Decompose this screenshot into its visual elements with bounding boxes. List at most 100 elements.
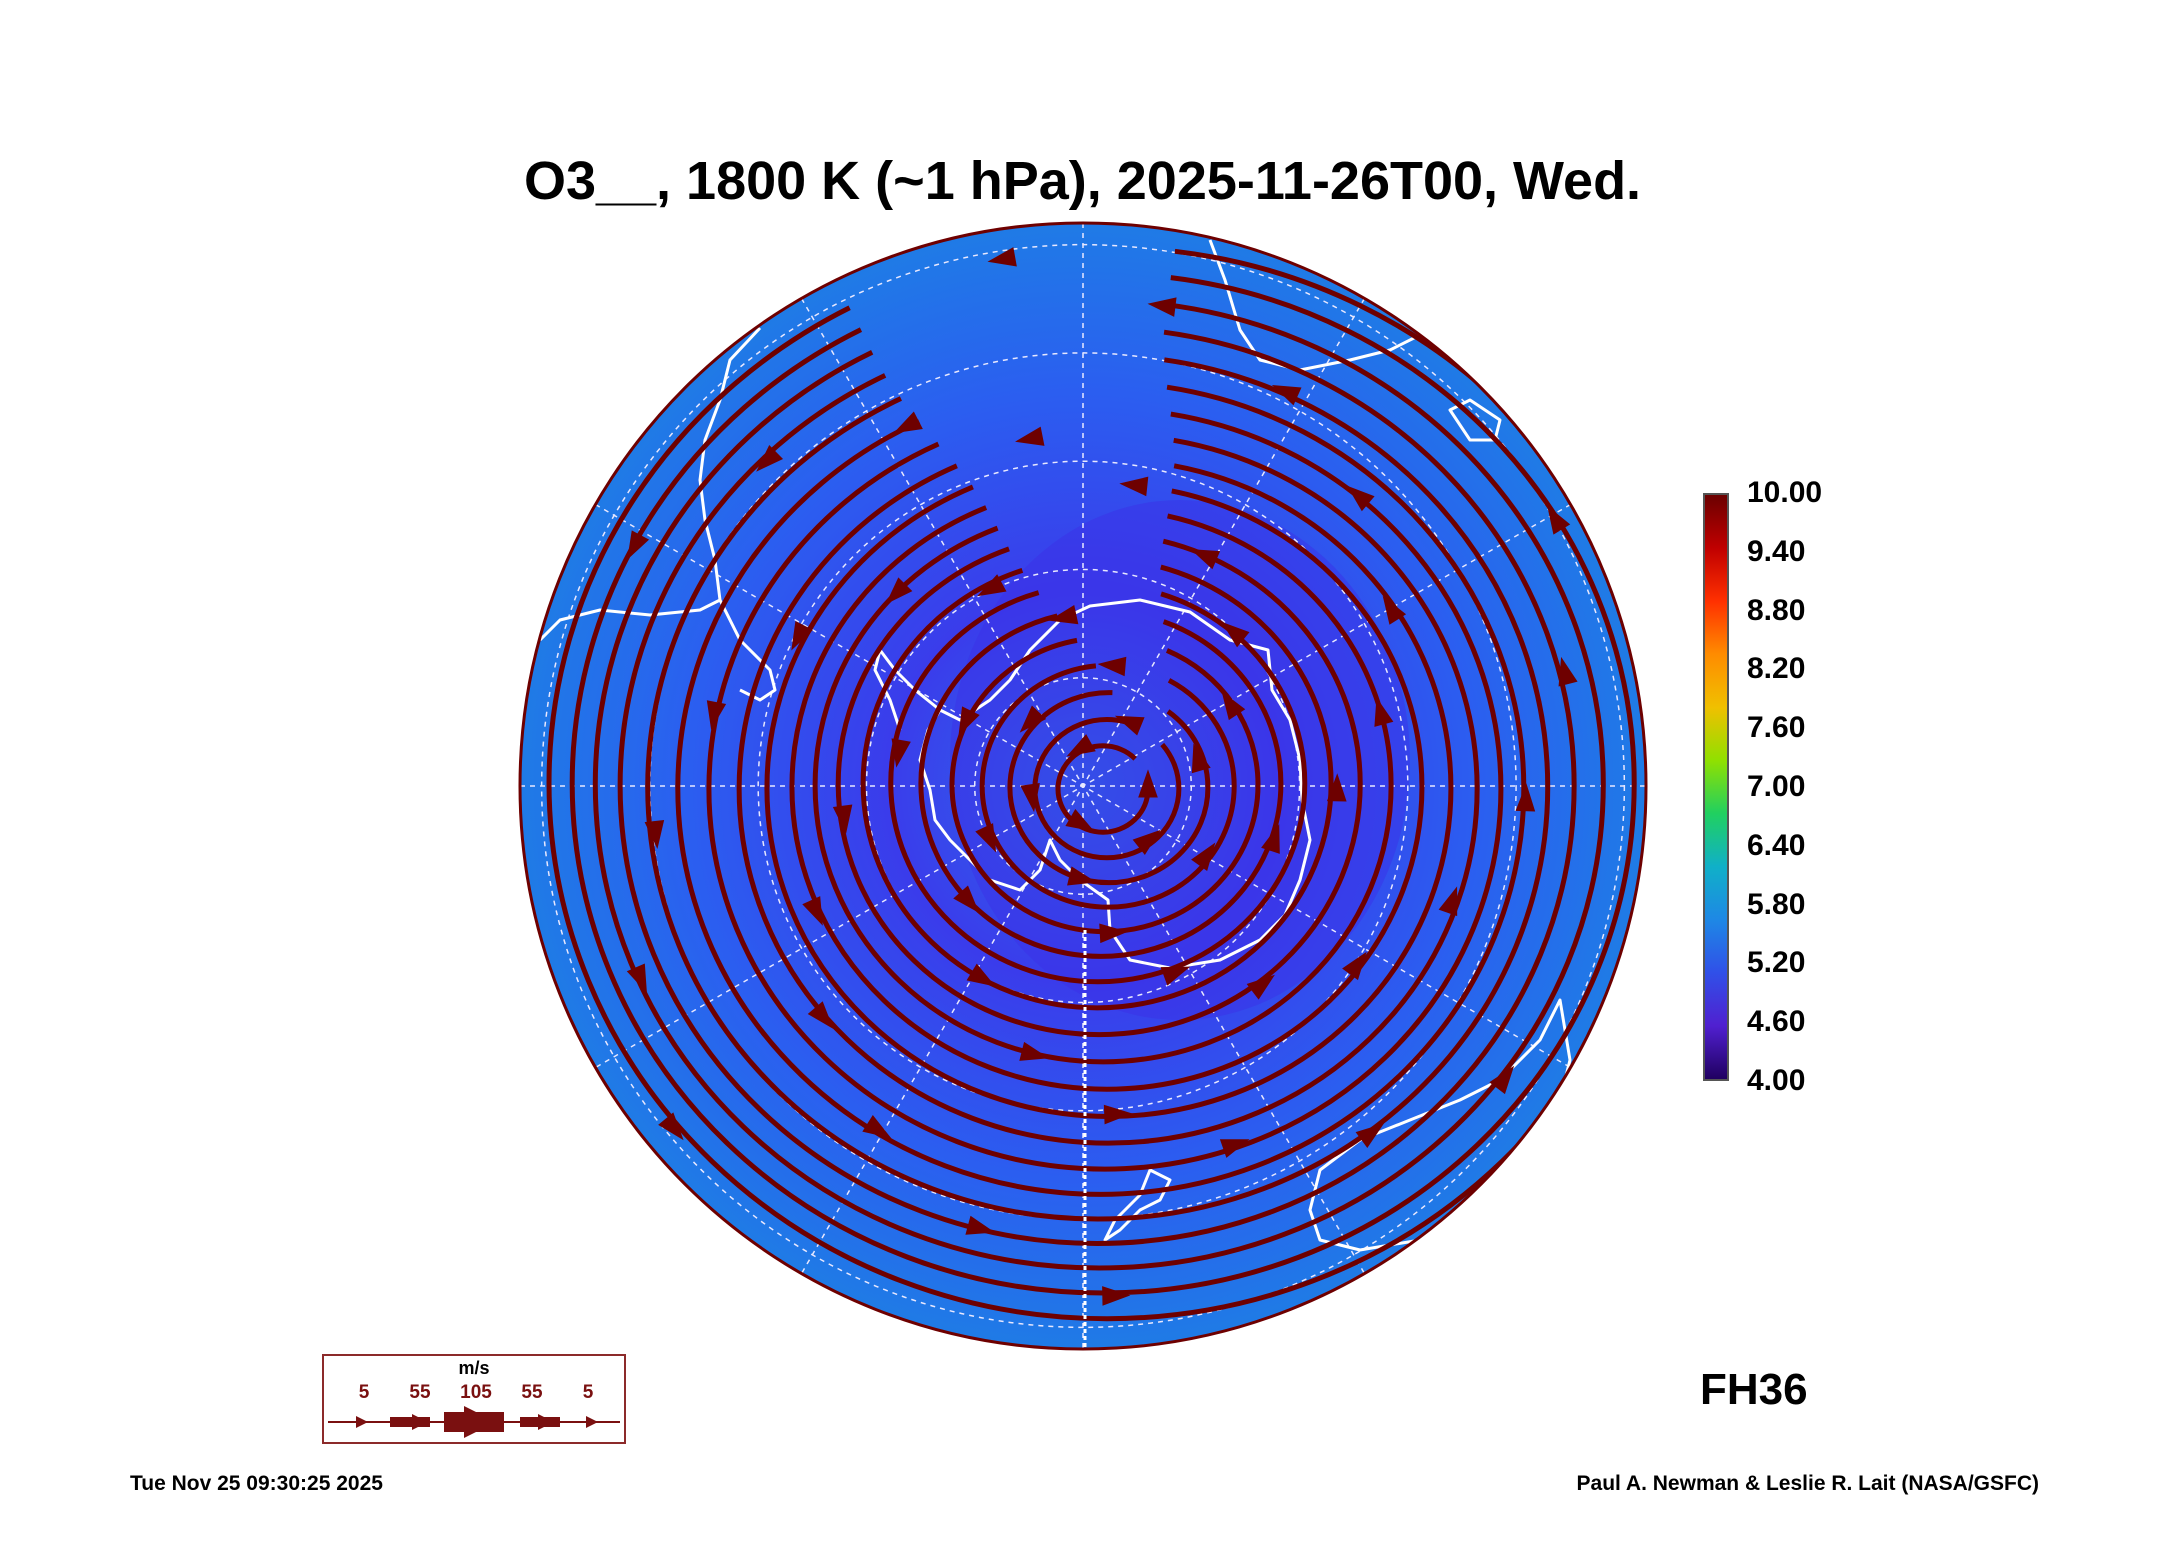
streamline-arrow [891, 738, 911, 768]
streamline-arrow [1246, 974, 1275, 1000]
colorbar-tick-label: 4.00 [1747, 1064, 1806, 1097]
streamline-arrow [1326, 773, 1347, 802]
streamline [860, 556, 1334, 1011]
streamline-arrow [1190, 549, 1221, 570]
streamline-arrow [644, 820, 665, 850]
streamline-arrow [958, 706, 980, 736]
map-title: O3__, 1800 K (~1 hPa), 2025-11-26T00, We… [523, 151, 1642, 211]
streamline [1007, 690, 1211, 886]
streamline-arrow [1147, 297, 1177, 317]
streamline-arrow [1342, 951, 1367, 981]
streamline-arrow [1382, 595, 1407, 625]
streamline-arrow [1261, 824, 1280, 854]
streamline-arrow [1547, 505, 1571, 535]
streamline [617, 325, 1577, 1246]
streamline-arrow [1138, 769, 1158, 798]
streamline-arrow [832, 804, 853, 834]
streamline-arrow [975, 823, 997, 853]
colorbar [1703, 493, 1729, 1081]
wind-speed-label: 5 [358, 1382, 370, 1403]
streamline-arrow [807, 1001, 834, 1029]
wind-speed-label: 55 [521, 1382, 543, 1403]
colorbar-tick-label: 10.00 [1747, 476, 1823, 509]
streamline-arrow [977, 574, 1007, 597]
streamline [888, 581, 1308, 985]
streamline-arrow [1020, 782, 1040, 813]
streamline-arrow [1015, 426, 1045, 446]
streamline-arrow [1558, 656, 1578, 687]
new-zealand-coastline [1103, 1168, 1172, 1242]
streamline-arrow [1160, 966, 1191, 986]
streamline-arrow [1019, 1041, 1049, 1061]
streamline-arrow [1219, 1139, 1250, 1158]
streamline-arrow [1191, 842, 1216, 872]
streamline-arrow [1097, 656, 1127, 677]
streamline [706, 406, 1504, 1172]
wind-streamlines [546, 244, 1646, 1322]
streamline-arrow [1132, 829, 1161, 855]
streamline-arrow [1119, 476, 1149, 497]
colorbar-tick-label: 5.80 [1747, 887, 1806, 921]
colorbar-tick-label: 5.20 [1747, 946, 1806, 980]
streamline-arrow [953, 885, 980, 913]
colorbar-tick-label: 6.40 [1747, 828, 1806, 862]
streamline-arrow [1613, 954, 1633, 985]
generation-timestamp: Tue Nov 25 09:30:25 2025 [130, 1472, 383, 1495]
streamline [789, 481, 1425, 1092]
streamline-arrow [893, 411, 923, 434]
colorbar-tick-label: 4.60 [1747, 1005, 1806, 1039]
streamline-arrow [1019, 705, 1047, 733]
streamline-arrow [987, 247, 1017, 267]
streamline [835, 530, 1363, 1038]
streamline-arrow [706, 700, 727, 730]
streamline-arrow [791, 621, 813, 651]
streamline-arrow [965, 1215, 996, 1235]
streamline-arrow [1067, 866, 1097, 886]
wind-speed-label: 105 [460, 1382, 492, 1403]
streamline-arrow [1065, 809, 1095, 832]
wind-speed-legend: m/s 5 55 105 55 5 [322, 1354, 626, 1444]
streamline-arrow [1355, 1123, 1385, 1148]
madagascar-coastline [1448, 398, 1502, 442]
latitude-circle [865, 568, 1301, 1004]
streamline-arrow [1271, 384, 1302, 406]
streamline [546, 244, 1646, 1322]
streamline [812, 506, 1394, 1065]
colorbar-tick-label: 8.80 [1747, 593, 1806, 627]
colorbar-tick-label: 7.60 [1747, 711, 1806, 745]
streamline-arrow [802, 896, 823, 926]
wind-unit: m/s [458, 1358, 490, 1378]
lat-lon-grid [520, 223, 1646, 1349]
streamline-arrow [1191, 743, 1211, 774]
colorbar-tick-label: 9.40 [1747, 534, 1806, 568]
streamline-arrow [1221, 691, 1246, 721]
latitude-circle [757, 460, 1409, 1112]
longitude-line [595, 503, 1571, 1069]
streamline-arrow [1515, 783, 1536, 812]
streamline-arrow [1346, 485, 1375, 512]
wind-speed-label: 55 [409, 1382, 431, 1403]
credit-line: Paul A. Newman & Leslie R. Lait (NASA/GS… [1576, 1472, 2039, 1495]
streamline-arrow [1048, 605, 1079, 625]
streamline [675, 379, 1527, 1197]
streamline-arrow [658, 1112, 684, 1141]
streamline-arrow [1374, 697, 1394, 727]
streamline-arrow [885, 577, 913, 605]
wind-speed-label: 5 [582, 1382, 594, 1403]
streamline [736, 432, 1480, 1146]
streamline-arrow [1489, 1065, 1515, 1095]
map-boundary [518, 221, 1648, 1351]
streamline-arrow [1066, 734, 1096, 757]
streamline-arrow [627, 530, 650, 560]
streamline-arrow [1099, 923, 1128, 944]
streamline-arrow [862, 1114, 892, 1139]
streamline-arrow [1102, 1286, 1131, 1306]
colorbar-tick-label: 8.20 [1747, 652, 1806, 686]
streamline [592, 297, 1606, 1271]
streamline-arrow [1103, 1104, 1133, 1125]
wind-legend-arrow [328, 1406, 620, 1438]
streamline-arrow [1438, 886, 1458, 917]
streamline-arrow [626, 963, 647, 994]
streamline [645, 352, 1551, 1222]
